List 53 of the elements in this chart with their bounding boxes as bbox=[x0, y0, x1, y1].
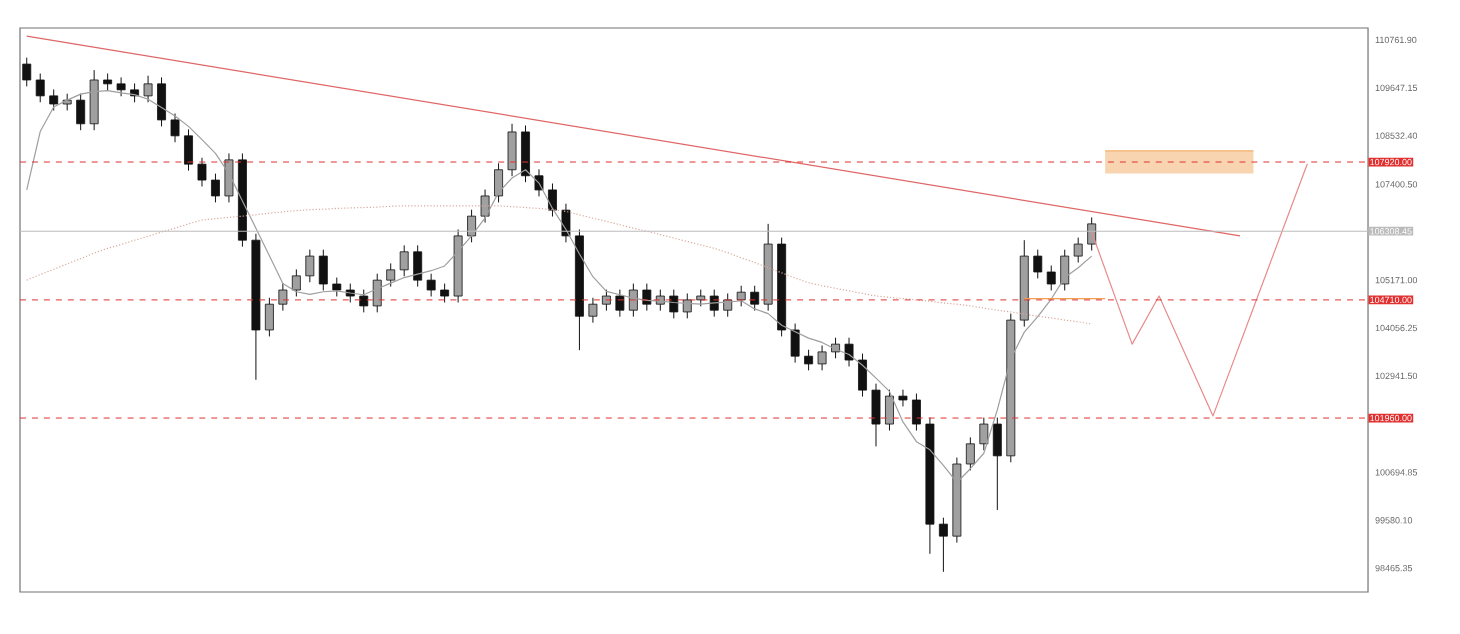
candlestick bbox=[1033, 249, 1043, 279]
candlestick bbox=[682, 292, 692, 319]
candlestick bbox=[871, 383, 881, 447]
candlestick bbox=[669, 289, 679, 319]
candlestick bbox=[372, 273, 382, 313]
candlestick bbox=[965, 436, 975, 471]
candlestick bbox=[305, 249, 315, 283]
candlestick bbox=[413, 244, 423, 288]
candlestick bbox=[736, 285, 746, 307]
candlestick bbox=[332, 277, 342, 297]
candlestick bbox=[1073, 237, 1083, 264]
candlestick bbox=[426, 273, 436, 297]
candlestick bbox=[116, 76, 126, 97]
candlestick bbox=[790, 323, 800, 364]
candlestick bbox=[184, 128, 193, 172]
candlestick bbox=[588, 297, 598, 324]
candlestick bbox=[817, 344, 827, 371]
candlestick bbox=[1046, 265, 1056, 291]
candlestick bbox=[291, 268, 301, 297]
candlestick bbox=[548, 182, 557, 218]
candlestick bbox=[157, 76, 166, 127]
candlestick bbox=[494, 162, 503, 203]
candlestick bbox=[521, 125, 530, 183]
candlestick bbox=[898, 389, 908, 407]
candlestick bbox=[844, 337, 854, 367]
candlestick bbox=[359, 289, 369, 313]
candlestick bbox=[399, 244, 409, 277]
candlestick bbox=[885, 389, 894, 431]
candlestick bbox=[507, 123, 517, 177]
candlestick bbox=[938, 517, 948, 573]
candlestick bbox=[615, 289, 625, 318]
candlestick bbox=[467, 209, 477, 243]
candlestick bbox=[197, 157, 207, 187]
candlestick bbox=[1060, 249, 1070, 291]
candlestick bbox=[480, 189, 490, 224]
candlestick bbox=[264, 297, 274, 337]
candlestick bbox=[858, 353, 867, 398]
candlestick bbox=[440, 283, 450, 303]
candlestick bbox=[22, 57, 32, 87]
candlestick bbox=[49, 88, 59, 111]
candlestick bbox=[318, 249, 328, 291]
candlestick bbox=[386, 262, 396, 288]
candlestick bbox=[35, 73, 45, 103]
candlestick bbox=[992, 417, 1002, 511]
candlestick bbox=[804, 349, 814, 371]
candlestick bbox=[76, 93, 86, 131]
candlestick bbox=[655, 289, 665, 312]
candlestick bbox=[911, 393, 921, 431]
candlestick bbox=[979, 417, 989, 451]
candlestick bbox=[211, 173, 220, 203]
candlestick bbox=[170, 112, 180, 143]
candlestick bbox=[628, 283, 638, 318]
candlestick bbox=[278, 283, 288, 312]
